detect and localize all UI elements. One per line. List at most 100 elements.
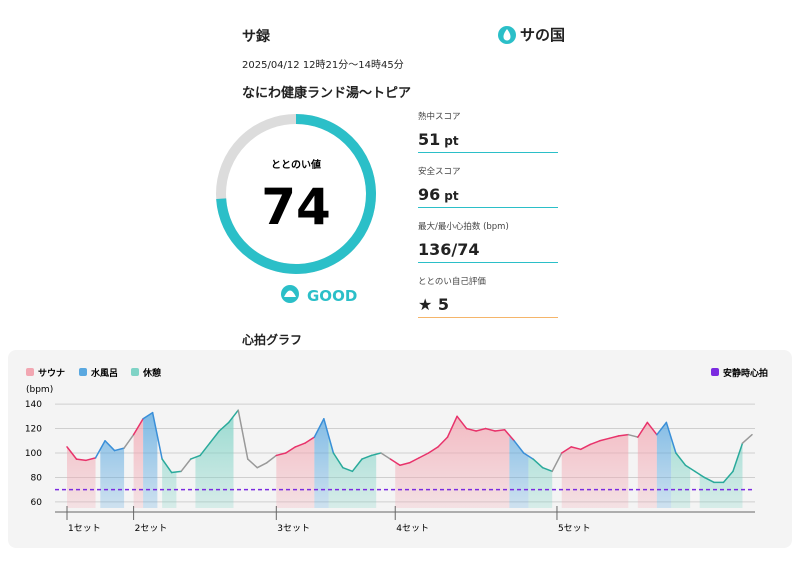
set-label: 3セット <box>277 523 310 534</box>
heart-rate-line <box>104 440 116 452</box>
stat-unit: pt <box>444 189 459 203</box>
stat-label: 最大/最小心拍数 (bpm) <box>418 222 509 232</box>
legend-label: 休憩 <box>142 367 161 379</box>
heart-rate-line <box>408 457 420 464</box>
legend-label: 水風呂 <box>91 367 118 379</box>
logo-text: サの国 <box>520 26 566 44</box>
stat-label: 安全スコア <box>418 167 461 177</box>
stat-unit: pt <box>444 134 459 148</box>
heart-rate-line <box>637 421 649 438</box>
rating-icon-face <box>284 290 296 297</box>
phase-band <box>195 410 234 508</box>
heart-rate-line <box>218 421 230 432</box>
rating: GOOD <box>307 287 357 305</box>
stat-value: 5 <box>437 295 450 314</box>
gauge-value: 74 <box>261 178 331 236</box>
heart-rate-line <box>456 415 468 430</box>
heart-rate-line <box>304 436 316 444</box>
heart-rate-line <box>446 415 458 438</box>
gauge-arc <box>216 114 376 274</box>
heart-rate-line <box>170 470 182 474</box>
heart-rate-line <box>418 452 430 459</box>
set-label: 4セット <box>396 523 429 534</box>
legend-swatch <box>79 368 87 376</box>
star-icon: ★ <box>418 295 438 314</box>
gauge-label: ととのい値 <box>271 158 321 171</box>
phase-band <box>143 410 158 508</box>
heart-rate-line <box>294 442 306 448</box>
heart-rate-line <box>66 446 78 460</box>
heart-rate-line <box>484 427 496 432</box>
y-axis-label: (bpm) <box>26 385 53 395</box>
stat-label: 熱中スコア <box>418 112 461 122</box>
heart-rate-line <box>75 458 87 462</box>
heart-rate-line <box>151 411 163 460</box>
heart-rate-line <box>275 452 287 457</box>
legend-swatch <box>26 368 34 376</box>
heart-rate-line <box>608 435 620 440</box>
legend-label: 安静時心拍 <box>723 367 768 379</box>
heart-rate-line <box>694 470 706 479</box>
heart-rate-line <box>266 454 278 464</box>
heart-rate-line <box>94 440 106 459</box>
heart-rate-line <box>513 440 525 454</box>
venue: なにわ健康ランド湯〜トピア <box>242 86 412 101</box>
section-title: 心拍グラフ <box>242 333 303 347</box>
stat-value-row: 96 pt <box>418 185 558 204</box>
y-tick-label: 120 <box>25 425 42 435</box>
heart-rate-line <box>313 418 325 438</box>
heart-rate-line <box>247 458 259 469</box>
heart-rate-line <box>399 462 411 466</box>
set-label: 1セット <box>68 523 101 534</box>
stat-value: 96 <box>418 185 441 204</box>
stat-value-row: 136/74 <box>418 240 558 259</box>
heart-rate-line <box>541 466 553 473</box>
heart-rate-line <box>703 476 715 484</box>
heart-rate-line <box>675 452 687 466</box>
set-label: 2セット <box>135 523 168 534</box>
y-tick-label: 140 <box>25 400 42 410</box>
heart-rate-line <box>589 440 601 446</box>
gauge: ととのい値 74 GOOD <box>216 114 376 305</box>
phase-band <box>133 410 144 508</box>
legend-swatch <box>711 368 719 376</box>
heart-rate-line <box>227 409 239 424</box>
stat: 最大/最小心拍数 (bpm) 136/74 <box>418 218 558 263</box>
heart-rate-line <box>180 458 192 473</box>
heart-rate-line <box>503 429 515 442</box>
heart-rate-line <box>380 452 392 460</box>
heart-rate-line <box>560 446 572 454</box>
heart-rate-line <box>389 458 401 466</box>
heart-rate-line <box>599 437 611 442</box>
stat-label: ととのい自己評価 <box>418 277 486 287</box>
heart-rate-line <box>351 458 363 473</box>
heart-rate-line <box>465 427 477 432</box>
datetime: 2025/04/12 12時21分〜14時45分 <box>242 60 404 71</box>
heart-rate-line <box>323 418 335 454</box>
heart-rate-line <box>370 452 382 457</box>
set-label: 5セット <box>558 523 591 534</box>
heart-rate-line <box>627 433 639 438</box>
heart-rate-line <box>237 409 249 460</box>
heart-rate-line <box>142 411 154 420</box>
heart-rate-line <box>132 418 144 436</box>
heart-rate-line <box>551 452 563 473</box>
stat-value: 136/74 <box>418 240 480 259</box>
heart-rate-line <box>656 421 668 436</box>
heart-rate-line <box>570 446 582 451</box>
logo: サの国 <box>498 24 565 45</box>
heart-rate-line <box>580 443 592 451</box>
heart-rate-line <box>208 430 220 444</box>
heart-rate-line <box>85 457 97 462</box>
heart-rate-line <box>161 458 173 474</box>
heart-rate-line <box>646 421 658 436</box>
heart-rate-line <box>522 452 534 460</box>
heart-rate-line <box>342 466 354 473</box>
legend-swatch <box>131 368 139 376</box>
logo-icon <box>498 25 516 44</box>
heart-rate-line <box>199 442 211 457</box>
heart-rate-line <box>113 447 125 452</box>
y-tick-label: 100 <box>25 449 42 459</box>
